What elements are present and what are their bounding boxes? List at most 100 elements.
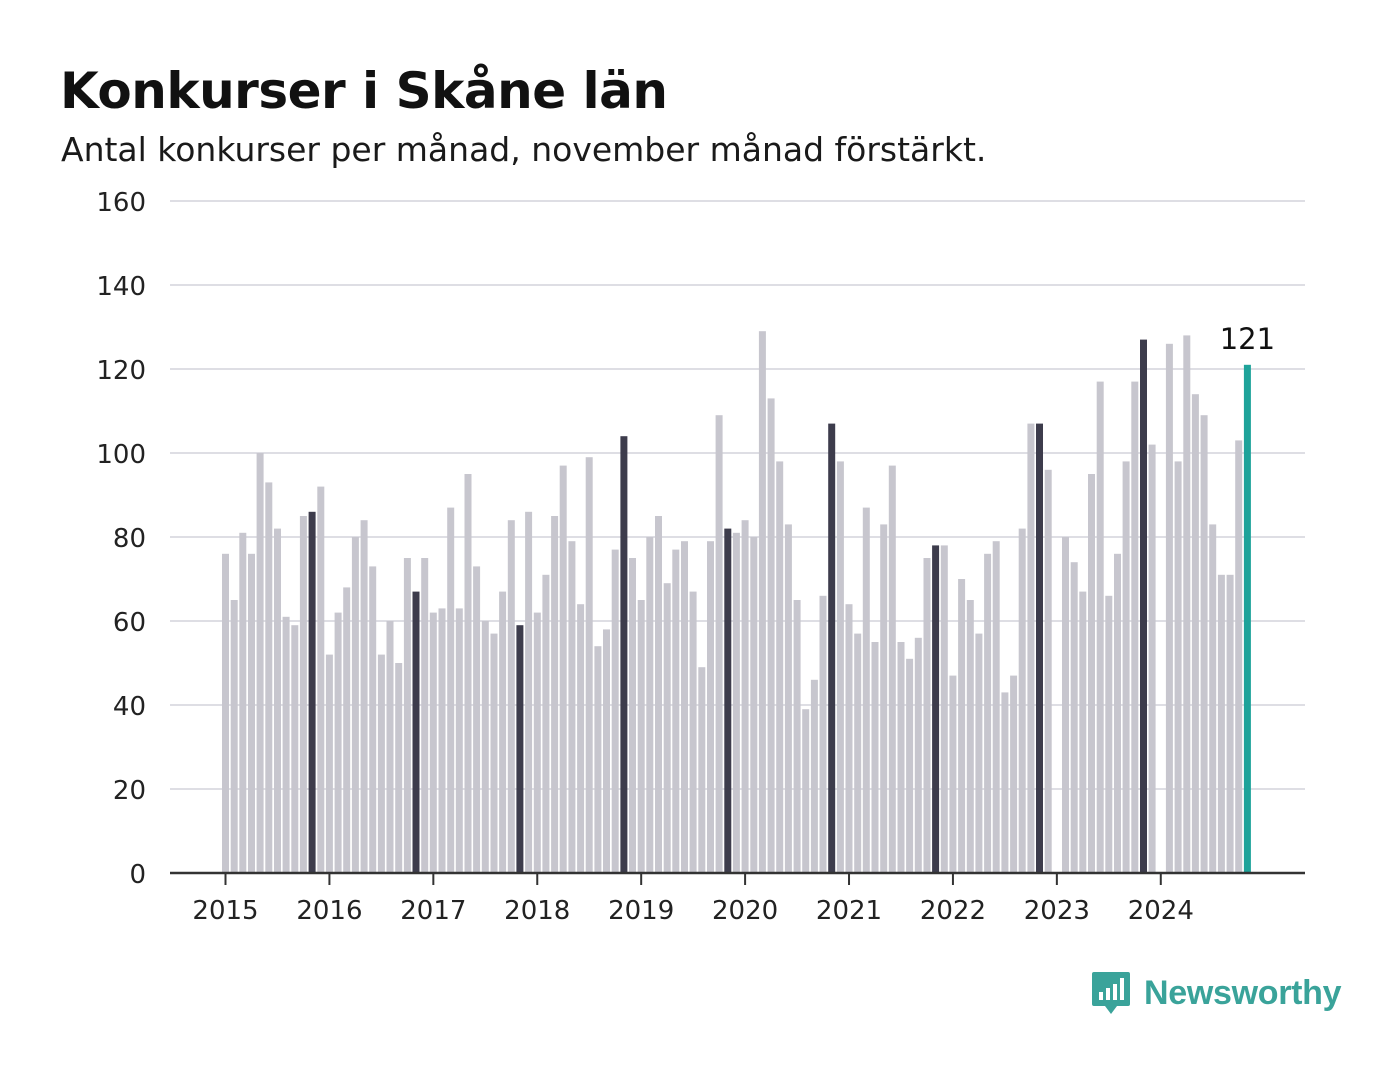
bar (1131, 381, 1139, 873)
bar (836, 461, 844, 873)
x-tick-label: 2022 (920, 896, 986, 926)
bar (308, 511, 316, 873)
y-tick-label: 0 (129, 860, 146, 890)
bar (897, 642, 905, 873)
bar (403, 558, 411, 873)
bar (819, 595, 827, 873)
bar (724, 528, 732, 873)
bar (1010, 675, 1018, 873)
bar (975, 633, 983, 873)
bar (1088, 474, 1095, 873)
bar (1070, 562, 1078, 873)
bar (810, 679, 818, 873)
bar (1018, 528, 1026, 873)
bar (1036, 423, 1043, 873)
bar (525, 511, 533, 873)
bar (932, 545, 940, 873)
newsworthy-logo-text: Newsworthy (1144, 973, 1342, 1012)
x-tick-label: 2017 (400, 896, 466, 926)
y-tick-label: 140 (96, 272, 146, 302)
bar (1235, 440, 1243, 873)
bar (689, 591, 697, 873)
bar (265, 482, 273, 873)
bar (395, 663, 403, 873)
bar (1148, 444, 1156, 873)
chart-title: Konkurser i Skåne län (60, 62, 668, 120)
bar (966, 600, 974, 873)
bar (360, 520, 368, 873)
bar (577, 604, 585, 873)
x-tick-label: 2018 (504, 896, 570, 926)
bar (533, 612, 541, 873)
bar (334, 612, 342, 873)
bar (992, 541, 1000, 873)
bar (914, 637, 922, 873)
bar (1174, 461, 1182, 873)
bar (1243, 364, 1251, 873)
bar (473, 566, 481, 873)
bar (1226, 574, 1234, 873)
bar (369, 566, 377, 873)
bar (629, 558, 636, 873)
x-tick-label: 2019 (608, 896, 674, 926)
bar (542, 574, 550, 873)
chart-subtitle: Antal konkurser per månad, november måna… (61, 130, 987, 169)
bar (707, 541, 714, 873)
bar (230, 600, 238, 873)
bar (343, 587, 351, 873)
bar (940, 545, 948, 873)
bar (906, 658, 914, 873)
bar (377, 654, 385, 873)
bar (784, 524, 792, 873)
y-tick-label: 80 (113, 524, 146, 554)
bar (239, 532, 247, 873)
bar (793, 600, 801, 873)
bar (551, 516, 559, 873)
bar-chart: 0 20 40 60 80 100 120 140 160 2015 2016 2017 2018 201… (96, 188, 1305, 926)
bar (1209, 524, 1217, 873)
bar (455, 608, 463, 873)
bar (1114, 553, 1121, 873)
bar (429, 612, 437, 873)
bar (499, 591, 507, 873)
bar (802, 709, 810, 873)
bar (248, 553, 255, 873)
bar (351, 537, 359, 873)
bar (698, 667, 706, 873)
x-tick-label: 2023 (1024, 896, 1090, 926)
bar (958, 579, 966, 873)
latest-value-label: 121 (1220, 322, 1275, 356)
bar (421, 558, 429, 873)
bar (481, 621, 489, 873)
bar (222, 553, 229, 873)
bar (949, 675, 957, 873)
bar (585, 457, 593, 873)
bar (715, 415, 723, 873)
bar (655, 516, 662, 873)
bar (681, 541, 688, 873)
bar (880, 524, 888, 873)
bar (1096, 381, 1104, 873)
bar (282, 616, 290, 873)
bar (646, 537, 654, 873)
bar (871, 642, 879, 873)
bar (776, 461, 784, 873)
bar (758, 331, 766, 873)
bar (611, 549, 619, 873)
bar (663, 583, 671, 873)
y-tick-label: 120 (96, 356, 146, 386)
bar (447, 507, 455, 873)
x-tick-label: 2020 (712, 896, 778, 926)
x-tick-label: 2024 (1128, 896, 1194, 926)
bar (256, 453, 264, 873)
bar (274, 528, 281, 873)
bar (1140, 339, 1147, 874)
bar (854, 633, 862, 873)
newsworthy-logo: Newsworthy (1090, 968, 1342, 1018)
bar (603, 629, 610, 873)
bar (291, 625, 299, 873)
bar (845, 604, 853, 873)
bar (1001, 692, 1009, 873)
bar (412, 591, 420, 873)
newsworthy-logo-icon (1092, 972, 1130, 1014)
